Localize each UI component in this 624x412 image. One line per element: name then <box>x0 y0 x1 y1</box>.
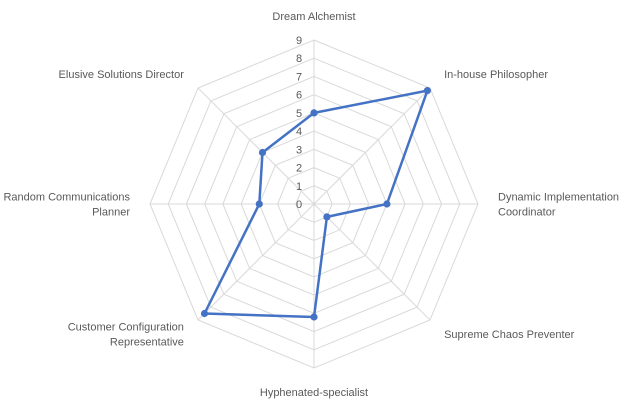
category-label: Supreme Chaos Preventer <box>444 329 575 341</box>
tick-label: 2 <box>296 163 302 175</box>
data-point <box>258 148 267 157</box>
data-point <box>310 109 318 117</box>
tick-label: 3 <box>296 144 302 156</box>
tick-label: 9 <box>296 35 302 47</box>
tick-label: 8 <box>296 53 302 65</box>
data-point <box>423 87 431 95</box>
data-point <box>323 213 331 221</box>
tick-label: 1 <box>296 181 302 193</box>
tick-label: 5 <box>296 108 302 120</box>
tick-label-layer: 0 1 2 3 4 5 6 7 8 9 <box>296 35 302 211</box>
data-point <box>255 200 263 208</box>
tick-label: 4 <box>296 126 302 138</box>
category-label-layer: Dream Alchemist In-house Philosopher Dynam… <box>3 11 619 399</box>
category-label: Dream Alchemist <box>272 11 355 23</box>
data-point <box>310 313 318 321</box>
category-label: Hyphenated-specialist <box>260 387 368 399</box>
category-label: Random Communications Planner <box>3 192 130 219</box>
category-label: In-house Philosopher <box>444 69 548 81</box>
category-label: Customer Configuration Representative <box>68 322 184 349</box>
data-point <box>200 309 209 318</box>
grid-spoke <box>313 87 431 205</box>
category-label: Elusive Solutions Director <box>59 69 185 81</box>
tick-label: 7 <box>296 71 302 83</box>
tick-label: 0 <box>296 199 302 211</box>
data-point <box>383 200 391 208</box>
grid-spoke <box>313 203 431 321</box>
series-layer <box>200 87 431 321</box>
tick-label: 6 <box>296 90 302 102</box>
grid-spoke <box>197 203 315 321</box>
category-label: Dynamic Implementation Coordinator <box>498 192 619 219</box>
grid-spoke <box>197 87 315 205</box>
